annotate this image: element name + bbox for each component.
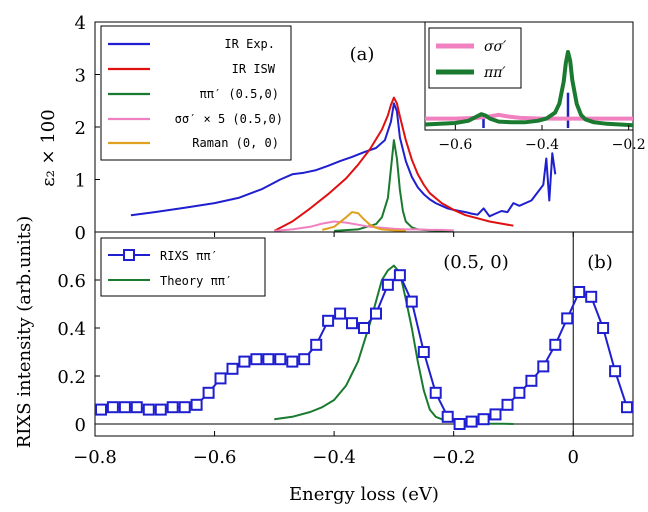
- inset-legend-pipi-label: ππ′: [483, 65, 506, 81]
- panel-b-y-axis-label: RIXS intensity (arb.units): [14, 216, 35, 449]
- data-point-rixs: [561, 312, 574, 325]
- inset-x-tick-label: −0.6: [438, 137, 472, 153]
- data-point-rixs: [429, 386, 442, 399]
- panel-b-y-tick-label: 0.6: [57, 271, 86, 292]
- data-point-rixs: [381, 278, 394, 291]
- data-point-rixs: [262, 353, 275, 366]
- data-point-rixs: [441, 410, 454, 423]
- panel-a-legend: IR Exp. IR ISW ππ′ (0.5,0) σσ′ × 5 (0.5,…: [100, 25, 292, 161]
- data-point-rixs: [274, 353, 287, 366]
- data-point-rixs: [238, 355, 251, 368]
- x-tick-label: −0.4: [312, 447, 356, 468]
- series-line-raman-0-0: [321, 211, 406, 232]
- data-point-rixs: [405, 295, 418, 308]
- data-point-rixs: [453, 418, 466, 430]
- legend-ir-isw-label: IR ISW: [232, 62, 276, 76]
- legend-theory-label: Theory ππ′: [160, 274, 232, 288]
- data-point-rixs: [501, 398, 514, 411]
- panel-a-y-tick-label: 0: [75, 223, 86, 244]
- legend-raman-label: Raman (0, 0): [192, 136, 279, 150]
- panel-b-annotation: (0.5, 0): [443, 252, 509, 273]
- panel-a-label: (a): [350, 44, 375, 65]
- panel-b-y-tick-label: 0.4: [57, 319, 86, 340]
- panel-a: 0 1 2 3 4 ε₂ × 100 (a) IR Exp. IR ISW ππ′ (0…: [38, 13, 646, 244]
- data-point-rixs: [106, 401, 119, 414]
- data-point-rixs: [166, 401, 179, 414]
- legend-ir-exp-label: IR Exp.: [224, 37, 275, 51]
- data-point-rixs: [310, 338, 323, 351]
- legend-pipi-label: ππ′ (0.5,0): [200, 87, 279, 101]
- data-point-rixs: [621, 401, 633, 414]
- data-point-rixs: [465, 415, 478, 428]
- data-point-rixs: [573, 286, 586, 298]
- data-point-rixs: [286, 355, 299, 368]
- panel-b-legend: RIXS ππ′ Theory ππ′: [100, 237, 266, 297]
- data-point-rixs: [585, 290, 598, 303]
- panel-a-y-tick-label: 4: [75, 13, 86, 34]
- data-point-rixs: [142, 403, 155, 416]
- data-point-rixs: [525, 374, 538, 387]
- data-point-rixs: [298, 353, 311, 366]
- data-point-rixs: [597, 322, 610, 334]
- data-point-rixs: [489, 408, 502, 421]
- legend-rixs-marker: [123, 249, 135, 261]
- data-point-rixs: [202, 386, 215, 399]
- series-line-ir-isw: [273, 96, 514, 232]
- data-point-rixs: [393, 269, 406, 282]
- panel-a-y-tick-label: 1: [75, 171, 86, 192]
- inset-series-line-series: [425, 50, 633, 128]
- data-point-rixs: [513, 386, 526, 399]
- panel-a-y-axis-label: ε₂ × 100: [38, 109, 59, 186]
- panel-b-label: (b): [587, 252, 613, 273]
- inset-legend-box: [428, 27, 522, 89]
- panel-a-y-tick-label: 2: [75, 118, 86, 139]
- x-tick-label: −0.8: [73, 447, 117, 468]
- data-point-rixs: [358, 322, 370, 334]
- panel-b: 0 0.2 0.4 0.6 −0.8 −0.6 −0.4 −0.2 0 RIXS intens…: [14, 216, 634, 505]
- data-point-rixs: [130, 401, 143, 414]
- series-line-ir-exp: [130, 102, 557, 218]
- data-point-rixs: [370, 307, 382, 320]
- data-point-rixs: [226, 362, 239, 375]
- data-point-rixs: [154, 403, 167, 416]
- inset: −0.6 −0.4 −0.2 σσ′ ππ′: [424, 21, 646, 153]
- panel-b-legend-box: [100, 237, 266, 297]
- panel-b-frame: [94, 231, 634, 437]
- panel-b-y-tick-label: 0.2: [57, 367, 86, 388]
- inset-x-tick-label: −0.2: [612, 137, 646, 153]
- data-point-rixs: [250, 353, 263, 366]
- data-point-rixs: [609, 365, 622, 378]
- series-line-0-5-0: [334, 139, 454, 232]
- legend-sigsig-label: σσ′ × 5 (0.5,0): [175, 112, 283, 126]
- legend-rixs-label: RIXS ππ′: [160, 249, 218, 263]
- data-point-rixs: [322, 314, 335, 327]
- inset-legend-sigsig-label: σσ′: [484, 39, 507, 55]
- data-point-rixs: [95, 403, 107, 416]
- panel-b-y-tick-label: 0: [75, 415, 86, 436]
- data-point-rixs: [549, 338, 562, 351]
- x-tick-label: −0.6: [193, 447, 237, 468]
- data-point-rixs: [190, 398, 203, 411]
- data-point-rixs: [118, 401, 131, 414]
- series-line-5-0-5-0: [274, 220, 454, 232]
- data-point-rixs: [537, 360, 550, 373]
- inset-x-tick-label: −0.4: [525, 137, 559, 153]
- data-point-rixs: [346, 317, 358, 330]
- data-point-rixs: [334, 307, 347, 320]
- panel-a-y-tick-label: 3: [75, 66, 86, 87]
- data-point-rixs: [417, 346, 430, 358]
- x-axis-label: Energy loss (eV): [289, 484, 439, 505]
- data-point-rixs: [477, 413, 490, 426]
- data-point-rixs: [178, 401, 191, 414]
- x-tick-label: 0: [567, 447, 578, 468]
- inset-legend: σσ′ ππ′: [428, 27, 522, 89]
- x-tick-label: −0.2: [432, 447, 476, 468]
- data-point-rixs: [214, 372, 227, 385]
